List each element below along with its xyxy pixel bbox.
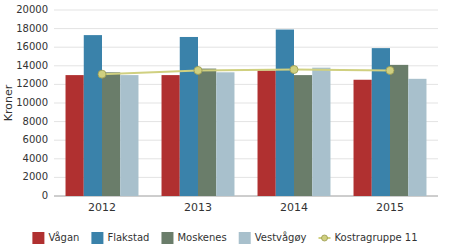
y-axis-label: Kroner <box>2 84 15 121</box>
legend: Vågan Flakstad Moskenes Vestvågøy Kostragrup… <box>32 231 417 244</box>
legend-label: Flakstad <box>107 232 149 243</box>
legend-swatch <box>322 235 328 241</box>
legend-swatch <box>161 232 173 244</box>
line-marker <box>386 66 394 74</box>
legend-swatch <box>239 232 251 244</box>
y-tick-label: 4000 <box>23 153 48 164</box>
legend-label: Moskenes <box>177 232 226 243</box>
chart-svg: 0 2000 4000 6000 8000 10000 12000 14000 16000 180… <box>0 0 450 252</box>
legend-item: Flakstad <box>91 232 149 244</box>
grid-line <box>54 47 438 48</box>
bar <box>198 69 216 196</box>
y-tick-label: 12000 <box>16 78 48 89</box>
y-tick-label: 0 <box>42 190 48 201</box>
marks <box>66 30 427 196</box>
bar <box>390 65 408 196</box>
bar <box>84 35 102 196</box>
legend-item: Kostragruppe 11 <box>319 232 418 243</box>
grid <box>54 10 438 196</box>
legend-swatch <box>32 232 44 244</box>
grid-line <box>54 10 438 11</box>
bar <box>66 75 84 196</box>
line-marker <box>194 66 202 74</box>
y-tick-label: 2000 <box>23 171 48 182</box>
y-tick-label: 14000 <box>16 60 48 71</box>
y-tick-label: 8000 <box>23 116 48 127</box>
y-tick-label: 16000 <box>16 41 48 52</box>
x-tick-label: 2015 <box>376 201 404 214</box>
axes: 0 2000 4000 6000 8000 10000 12000 14000 16000 180… <box>2 4 438 214</box>
grid-line <box>54 28 438 29</box>
y-tick-label: 18000 <box>16 23 48 34</box>
bar <box>120 75 138 196</box>
x-tick-label: 2013 <box>184 201 212 214</box>
chart-container: 0 2000 4000 6000 8000 10000 12000 14000 16000 180… <box>0 0 450 252</box>
bar <box>162 75 180 196</box>
legend-label: Vestvågøy <box>255 231 307 243</box>
line-marker <box>290 66 298 74</box>
bar <box>258 70 276 196</box>
bar <box>294 75 312 196</box>
line <box>102 70 390 75</box>
y-tick-label: 20000 <box>16 4 48 15</box>
bar <box>180 37 198 196</box>
bar <box>408 79 426 196</box>
bar <box>354 80 372 196</box>
legend-label: Vågan <box>48 231 79 243</box>
bar <box>312 68 330 196</box>
y-tick-label: 6000 <box>23 134 48 145</box>
legend-item: Vågan <box>32 231 79 244</box>
legend-item: Vestvågøy <box>239 231 307 244</box>
bar <box>102 72 120 196</box>
legend-swatch <box>91 232 103 244</box>
legend-label: Kostragruppe 11 <box>335 232 418 243</box>
bar <box>216 72 234 196</box>
x-tick-label: 2012 <box>88 201 116 214</box>
x-tick-label: 2014 <box>280 201 308 214</box>
bar <box>276 30 294 196</box>
y-tick-label: 10000 <box>16 97 48 108</box>
line-marker <box>98 70 106 78</box>
legend-item: Moskenes <box>161 232 226 244</box>
